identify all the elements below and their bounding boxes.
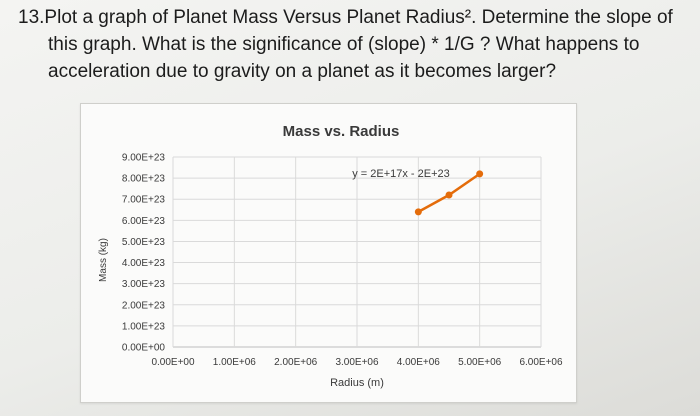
data-point (414, 208, 422, 216)
data-point (476, 170, 484, 178)
question-number: 13. (18, 7, 45, 28)
y-tick-label: 1.00E+23 (122, 321, 166, 332)
y-tick-label: 8.00E+23 (122, 174, 166, 185)
x-tick-label: 3.00E+06 (335, 357, 379, 368)
question-line-2: this graph. What is the significance of … (48, 34, 640, 55)
x-axis-label: Radius (m) (330, 377, 384, 389)
y-tick-label: 7.00E+23 (122, 195, 166, 206)
x-tick-label: 6.00E+06 (519, 357, 563, 368)
x-tick-labels: 0.00E+00 1.00E+06 2.00E+06 3.00E+06 4.00E+06… (151, 357, 563, 368)
question-text: 13.Plot a graph of Planet Mass Versus Pl… (18, 4, 688, 85)
y-tick-label: 3.00E+23 (122, 279, 166, 290)
chart-title: Mass vs. Radius (283, 123, 400, 140)
chart-svg: Mass vs. Radius 0.00E+00 1.00E+23 2.00E+23… (98, 123, 563, 389)
data-point (445, 191, 453, 199)
y-tick-label: 2.00E+23 (122, 300, 166, 311)
x-tick-label: 4.00E+06 (397, 357, 441, 368)
chart-card: Mass vs. Radius 0.00E+00 1.00E+23 2.00E+23… (80, 103, 577, 403)
x-tick-label: 5.00E+06 (458, 357, 502, 368)
y-tick-label: 6.00E+23 (122, 216, 166, 227)
y-tick-label: 9.00E+23 (122, 153, 166, 164)
x-tick-label: 1.00E+06 (213, 357, 257, 368)
y-tick-label: 0.00E+00 (122, 343, 166, 354)
y-tick-labels: 0.00E+00 1.00E+23 2.00E+23 3.00E+23 4.00E+23… (122, 153, 166, 354)
series-group (414, 170, 484, 216)
y-tick-label: 4.00E+23 (122, 258, 166, 269)
trendline-equation: y = 2E+17x - 2E+23 (352, 168, 450, 180)
x-tick-label: 0.00E+00 (151, 357, 195, 368)
question-line-3: acceleration due to gravity on a planet … (48, 61, 557, 82)
chart-grid (172, 156, 542, 348)
x-tick-label: 2.00E+06 (274, 357, 318, 368)
y-axis-label: Mass (kg) (98, 238, 109, 282)
question-line-1: 13.Plot a graph of Planet Mass Versus Pl… (18, 4, 688, 31)
question-line-1-text: Plot a graph of Planet Mass Versus Plane… (44, 7, 673, 28)
y-tick-label: 5.00E+23 (122, 237, 166, 248)
